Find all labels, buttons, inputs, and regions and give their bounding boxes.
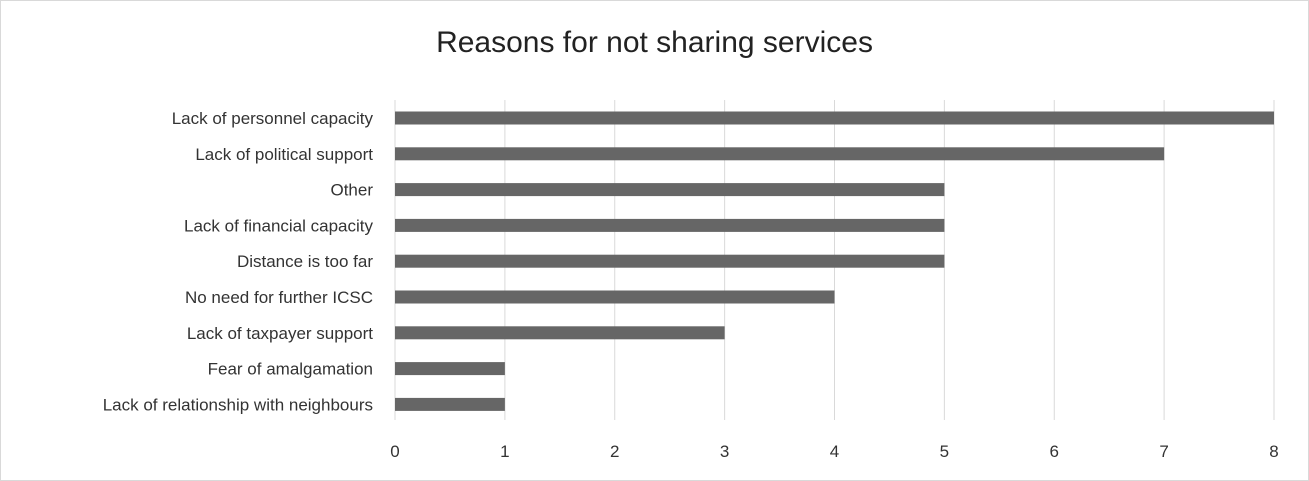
x-tick-label: 2 bbox=[610, 442, 619, 461]
category-label: Lack of taxpayer support bbox=[187, 324, 373, 343]
category-label: Fear of amalgamation bbox=[208, 360, 373, 379]
bar bbox=[395, 147, 1165, 161]
x-tick-label: 3 bbox=[720, 442, 729, 461]
x-tick-label: 1 bbox=[500, 442, 509, 461]
bar bbox=[395, 254, 945, 268]
x-tick-labels: 0 1 2 3 4 5 6 7 8 bbox=[390, 442, 1278, 461]
x-tick-label: 5 bbox=[940, 442, 949, 461]
category-label: Lack of financial capacity bbox=[184, 216, 373, 235]
x-tick-label: 7 bbox=[1159, 442, 1168, 461]
bar bbox=[395, 111, 1274, 125]
category-label: Lack of personnel capacity bbox=[172, 109, 374, 128]
bar bbox=[395, 183, 945, 197]
category-label: Lack of relationship with neighbours bbox=[103, 395, 373, 414]
x-tick-label: 8 bbox=[1269, 442, 1278, 461]
x-tick-label: 6 bbox=[1050, 442, 1059, 461]
bar bbox=[395, 362, 505, 376]
x-tick-label: 0 bbox=[390, 442, 399, 461]
chart-title: Reasons for not sharing services bbox=[436, 26, 873, 59]
category-labels: Lack of personnel capacity Lack of politi… bbox=[103, 109, 374, 414]
category-label: Lack of political support bbox=[195, 145, 373, 164]
category-label: Distance is too far bbox=[237, 252, 373, 271]
bars bbox=[395, 111, 1274, 411]
x-tick-label: 4 bbox=[830, 442, 839, 461]
category-label: No need for further ICSC bbox=[185, 288, 373, 307]
bar bbox=[395, 397, 505, 411]
bar bbox=[395, 218, 945, 232]
bar bbox=[395, 290, 835, 304]
bar bbox=[395, 326, 725, 340]
category-label: Other bbox=[330, 181, 373, 200]
